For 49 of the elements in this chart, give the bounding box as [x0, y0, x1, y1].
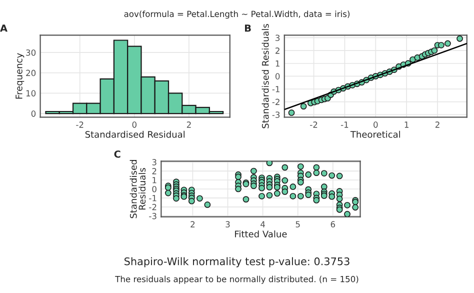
x-tick-label: -1 [340, 122, 348, 128]
y-tick-label: -3 [272, 112, 280, 118]
x-tick-label: 2 [186, 122, 191, 128]
x-tick-label: 3 [226, 221, 230, 228]
y-tick-label: 30 [26, 49, 36, 56]
x-tick-label: -2 [76, 122, 84, 128]
x-tick-label: 0 [374, 122, 378, 128]
y-tick-label: 0 [275, 73, 280, 80]
y-tick-label: -2 [272, 98, 280, 105]
text: C [114, 150, 120, 158]
x-tick-label: 6 [330, 221, 336, 228]
y-tick-label: 0 [31, 110, 36, 117]
y-tick-label: 1 [152, 177, 156, 184]
x-tick-label: -2 [310, 122, 318, 128]
y-tick-label: -3 [149, 212, 156, 220]
x-tick-label: 5 [296, 221, 300, 228]
point [431, 47, 438, 54]
y-tick-label: 3 [276, 34, 280, 42]
x-tick-label: 2 [190, 221, 195, 228]
y-tick-label: 2 [276, 48, 280, 54]
text: Shapiro-Wilk normality test p-value: 0.3753 [124, 257, 350, 268]
chart-title: aov(formula = Petal.Length ~ Petal.Width, data = iris) [124, 10, 350, 19]
point [438, 42, 444, 48]
y-axis-title: Standardised Residuals [130, 160, 146, 218]
y-axis-title: Frequency [16, 53, 24, 99]
y-tick-label: -1 [272, 86, 280, 92]
y-tick-label: -1 [149, 195, 156, 202]
point [300, 103, 307, 110]
x-tick-label: 0 [132, 122, 137, 128]
y-tick-label: 2 [152, 168, 156, 174]
point [444, 40, 451, 47]
x-tick-label: 4 [260, 221, 265, 228]
y-axis-title: Standardised Residuals [262, 24, 269, 128]
y-tick-label: 3 [152, 159, 156, 166]
x-axis-title: Fitted Value [235, 230, 287, 238]
x-axis-title: Standardised Residual [85, 130, 185, 138]
x-tick-label: 2 [435, 122, 440, 128]
point [456, 35, 463, 42]
x-tick-label: 1 [404, 122, 408, 128]
y-tick-label: 10 [26, 90, 36, 96]
text: The residuals appear to be normally distributed. (n = 150) [115, 276, 358, 284]
text: A [0, 24, 8, 32]
text: B [245, 24, 251, 32]
y-tick-label: 0 [152, 186, 156, 192]
y-tick-label: 1 [276, 60, 280, 67]
y-tick-label: -2 [149, 204, 156, 210]
point [288, 110, 295, 116]
y-tick-label: 20 [26, 70, 36, 76]
x-axis-title: Theoretical [350, 130, 400, 138]
